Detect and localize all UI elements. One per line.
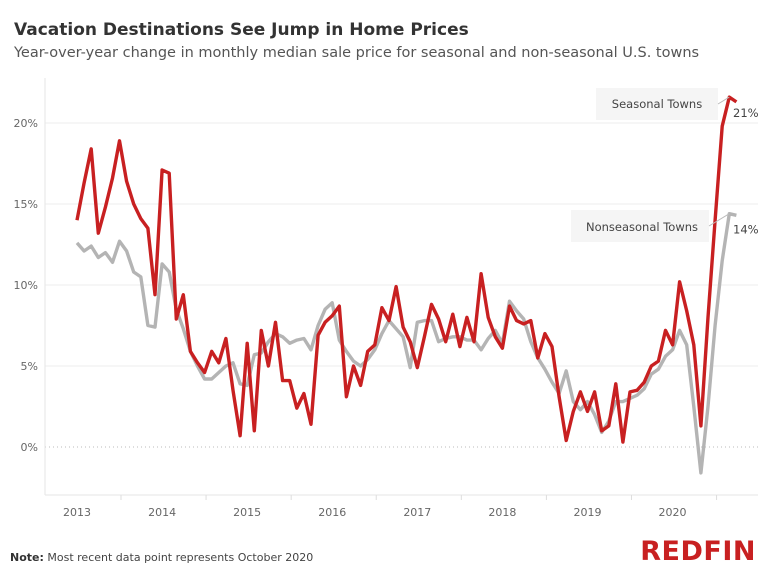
y-tick-label: 0% — [21, 441, 38, 454]
end-value-label: 21% — [733, 106, 759, 120]
x-tick-label: 2020 — [659, 506, 687, 519]
series-label: Nonseasonal Towns — [586, 220, 698, 234]
x-tick-label: 2013 — [63, 506, 91, 519]
y-tick-label: 20% — [14, 117, 38, 130]
legend-label-box — [571, 210, 709, 242]
x-tick-label: 2017 — [403, 506, 431, 519]
end-value-label: 14% — [733, 223, 759, 237]
x-tick-label: 2016 — [318, 506, 346, 519]
legend-label-box — [596, 88, 718, 120]
chart-title: Vacation Destinations See Jump in Home P… — [14, 20, 469, 40]
y-tick-label: 5% — [21, 360, 38, 373]
redfin-logo: REDFIN — [640, 536, 756, 567]
series-line-nonseasonal — [75, 211, 737, 475]
y-tick-label: 10% — [14, 279, 38, 292]
x-tick-label: 2015 — [233, 506, 261, 519]
footnote: Note: Most recent data point represents … — [10, 551, 313, 564]
series-label: Seasonal Towns — [612, 97, 702, 111]
legend-leader-line — [717, 96, 730, 105]
x-tick-label: 2019 — [573, 506, 601, 519]
y-tick-label: 15% — [14, 198, 38, 211]
footnote-label: Note: — [10, 551, 44, 564]
legend-leader-line — [708, 213, 730, 227]
footnote-text: Most recent data point represents Octobe… — [43, 551, 314, 564]
x-tick-label: 2014 — [148, 506, 176, 519]
series-line-seasonal — [75, 95, 738, 444]
x-tick-label: 2018 — [488, 506, 516, 519]
chart-subtitle: Year-over-year change in monthly median … — [14, 45, 700, 61]
